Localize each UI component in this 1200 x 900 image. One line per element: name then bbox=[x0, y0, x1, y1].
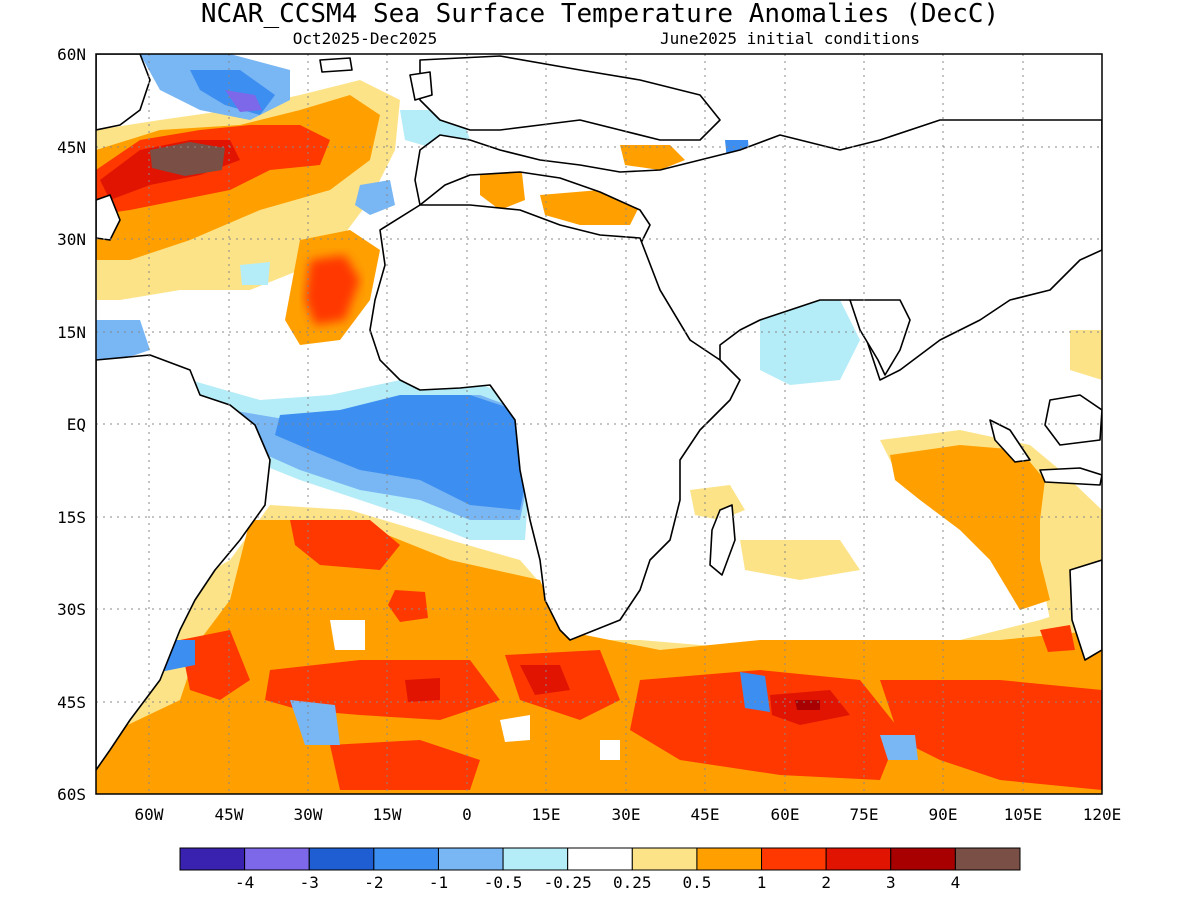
landmass-outlines bbox=[96, 54, 1102, 771]
colorbar-swatch bbox=[825, 847, 892, 871]
map-area bbox=[96, 54, 1102, 794]
lat-tick: 15S bbox=[57, 508, 86, 527]
chart-title: NCAR_CCSM4 Sea Surface Temperature Anoma… bbox=[201, 0, 999, 29]
lon-tick: 75E bbox=[850, 805, 879, 824]
colorbar-label: 0.25 bbox=[613, 873, 652, 892]
colorbar-swatch bbox=[631, 847, 698, 871]
lon-tick: 120E bbox=[1083, 805, 1122, 824]
lat-tick: 45N bbox=[57, 138, 86, 157]
lat-tick: 45S bbox=[57, 693, 86, 712]
lon-tick: 45E bbox=[691, 805, 720, 824]
colorbar-label: -4 bbox=[235, 873, 254, 892]
lon-tick: 30E bbox=[612, 805, 641, 824]
anomaly-field bbox=[96, 54, 1102, 794]
colorbar-label: 1 bbox=[757, 873, 767, 892]
colorbar: -4 -3 -2 -1 -0.5 -0.25 0.25 0.5 1 2 3 4 bbox=[179, 847, 1021, 892]
lon-tick: 30W bbox=[294, 805, 323, 824]
lon-tick: 90E bbox=[929, 805, 958, 824]
colorbar-swatch bbox=[373, 847, 439, 871]
init-label: June2025 initial conditions bbox=[660, 29, 920, 48]
colorbar-swatch bbox=[244, 847, 310, 871]
colorbar-label: -0.25 bbox=[544, 873, 592, 892]
lat-tick: 60S bbox=[57, 785, 86, 804]
colorbar-label: -3 bbox=[300, 873, 319, 892]
colorbar-swatch bbox=[502, 847, 569, 871]
lon-tick: 45W bbox=[215, 805, 244, 824]
map-frame bbox=[95, 53, 1103, 795]
lon-tick: 0 bbox=[462, 805, 472, 824]
colorbar-label: -2 bbox=[364, 873, 383, 892]
lat-tick: 15N bbox=[57, 323, 86, 342]
lon-tick: 60W bbox=[135, 805, 164, 824]
colorbar-label: -1 bbox=[429, 873, 448, 892]
colorbar-swatch bbox=[308, 847, 375, 871]
colorbar-label: 0.5 bbox=[682, 873, 711, 892]
colorbar-swatch bbox=[179, 847, 246, 871]
colorbar-swatch bbox=[567, 847, 633, 871]
lon-tick: 105E bbox=[1004, 805, 1043, 824]
colorbar-swatch bbox=[761, 847, 827, 871]
colorbar-swatch bbox=[437, 847, 504, 871]
period-label: Oct2025-Dec2025 bbox=[293, 29, 438, 48]
lon-tick: 60E bbox=[771, 805, 800, 824]
lat-tick: 30S bbox=[57, 600, 86, 619]
lon-axis: 60W 45W 30W 15W 0 15E 30E 45E 60E 75E 90… bbox=[135, 805, 1122, 824]
colorbar-label: 4 bbox=[951, 873, 961, 892]
lon-tick: 15E bbox=[532, 805, 561, 824]
colorbar-label: 2 bbox=[821, 873, 831, 892]
graticule bbox=[96, 54, 1102, 794]
lat-tick: 60N bbox=[57, 45, 86, 64]
colorbar-label: 3 bbox=[886, 873, 896, 892]
lat-axis: 60N 45N 30N 15N EQ 15S 30S 45S 60S bbox=[57, 45, 86, 804]
lat-tick: 30N bbox=[57, 230, 86, 249]
lon-tick: 15W bbox=[373, 805, 402, 824]
colorbar-swatch bbox=[696, 847, 763, 871]
lat-tick: EQ bbox=[67, 415, 86, 434]
colorbar-label: -0.5 bbox=[484, 873, 523, 892]
colorbar-swatch bbox=[954, 847, 1021, 871]
colorbar-swatch bbox=[890, 847, 956, 871]
